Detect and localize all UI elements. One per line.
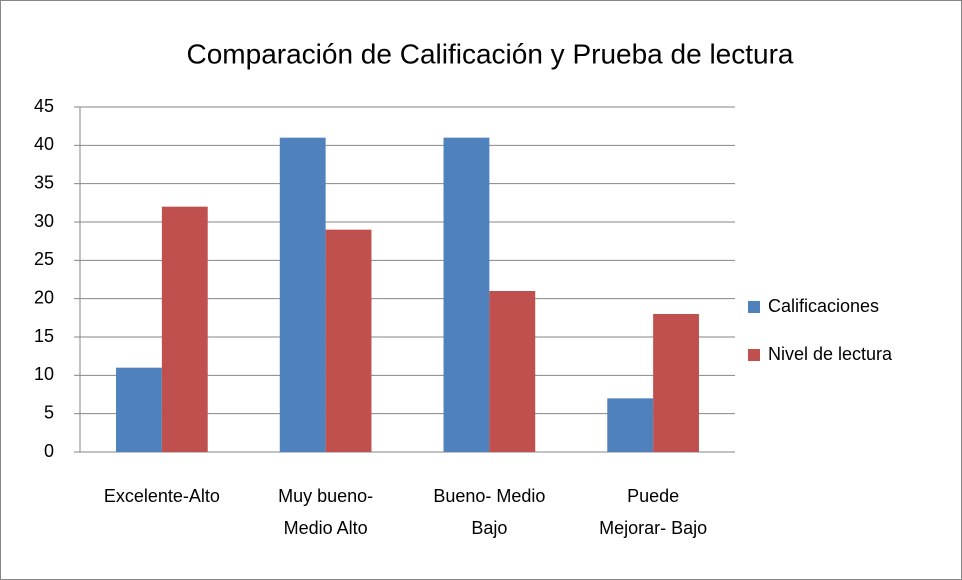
legend-label: Nivel de lectura (768, 344, 893, 364)
y-tick-label: 25 (34, 249, 54, 269)
y-tick-label: 45 (34, 96, 54, 116)
y-tick-label: 30 (34, 211, 54, 231)
x-tick-label: Puede Mejorar- Bajo (599, 486, 708, 538)
chart-title: Comparación de Calificación y Prueba de … (187, 38, 794, 69)
bar (116, 367, 162, 452)
y-tick-label: 10 (34, 364, 54, 384)
y-tick-label: 40 (34, 134, 54, 154)
bar (653, 314, 699, 452)
bar (161, 206, 208, 452)
y-tick-label: 15 (34, 326, 54, 346)
y-tick-label: 35 (34, 172, 54, 192)
legend-swatch (748, 301, 760, 313)
legend-swatch (748, 349, 760, 361)
x-tick-label: Excelente-Alto (103, 486, 220, 506)
bar (279, 137, 326, 452)
y-tick-label: 5 (44, 402, 54, 422)
legend-label: Calificaciones (768, 296, 879, 316)
x-tick-label: Bueno- Medio Bajo (433, 486, 546, 538)
bar (325, 229, 372, 452)
y-tick-label: 0 (44, 441, 54, 461)
y-tick-label: 20 (34, 287, 54, 307)
bar (607, 398, 654, 452)
bar (443, 137, 490, 452)
bar (489, 291, 536, 452)
x-tick-label: Muy bueno- Medio Alto (278, 486, 374, 538)
